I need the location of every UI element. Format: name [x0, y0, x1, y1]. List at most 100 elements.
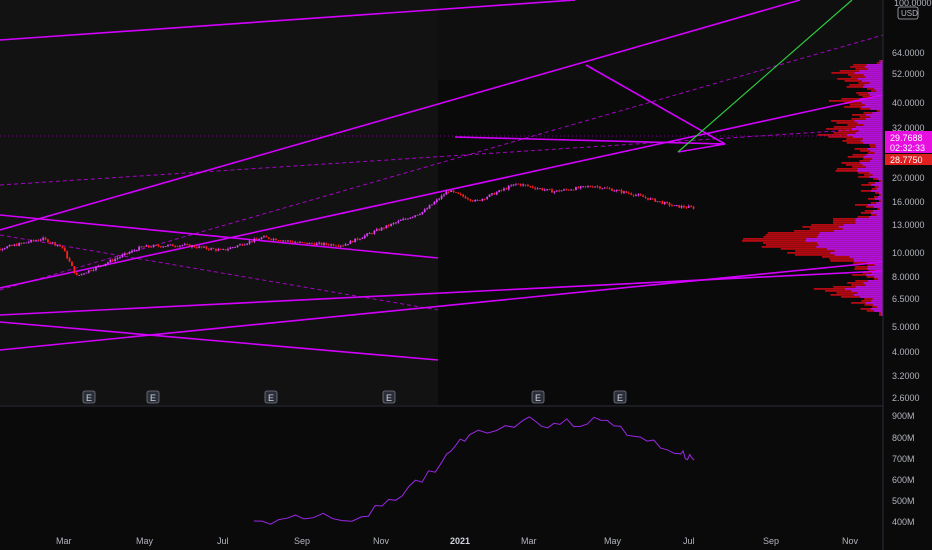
candle-body	[263, 236, 265, 238]
candle-body	[423, 209, 426, 212]
candle-body	[471, 200, 474, 202]
candle-body	[500, 190, 503, 191]
candle-body	[687, 206, 690, 208]
profile-bar-inner	[874, 152, 883, 154]
earnings-marker[interactable]	[531, 390, 545, 404]
candle-body	[231, 247, 234, 249]
candle-body	[666, 202, 669, 203]
profile-bar-inner	[826, 248, 883, 250]
candle-body	[563, 189, 565, 191]
profile-bar-inner	[865, 118, 883, 120]
candle-body	[83, 273, 85, 275]
candle-body	[546, 189, 549, 190]
candle-body	[119, 256, 121, 258]
earnings-marker-label: E	[86, 393, 92, 403]
earnings-marker[interactable]	[146, 390, 160, 404]
candle-body	[39, 239, 42, 241]
profile-bar-inner	[869, 176, 883, 178]
candle-body	[251, 241, 253, 243]
candle-body	[498, 190, 501, 193]
candle-body	[531, 186, 534, 188]
time-axis[interactable]: Mar May Jul Sep Nov 2021 Mar May Jul Sep…	[56, 536, 859, 546]
volume-tick: 900M	[892, 411, 915, 421]
profile-bar-inner	[855, 222, 883, 224]
candle-body	[114, 258, 117, 261]
candle-body	[565, 189, 568, 191]
countdown-label: 02:32:33	[890, 143, 925, 153]
candle-body	[483, 198, 486, 200]
profile-bar-inner	[870, 108, 883, 110]
candle-body	[438, 198, 441, 200]
projection-line	[677, 0, 853, 153]
profile-bar-inner	[860, 98, 883, 100]
candle-body	[162, 246, 165, 248]
channel-line	[0, 0, 576, 41]
earnings-marker[interactable]	[82, 390, 96, 404]
profile-bar-inner	[834, 254, 883, 256]
candle-body	[411, 216, 414, 218]
time-label: May	[136, 536, 154, 546]
profile-bar-inner	[876, 90, 883, 92]
profile-bar-inner	[860, 162, 883, 164]
profile-bar-inner	[874, 276, 883, 278]
profile-bar-inner	[866, 154, 883, 156]
profile-bar-inner	[867, 204, 883, 206]
candle-body	[171, 244, 174, 247]
candle-body	[332, 244, 335, 246]
channel-line	[454, 136, 726, 145]
earnings-marker-label: E	[386, 393, 392, 403]
candle-body	[32, 240, 35, 241]
earnings-markers[interactable]: E E E E E E	[82, 390, 627, 404]
candle-body	[147, 245, 150, 247]
candle-body	[587, 186, 589, 188]
profile-bar-inner	[879, 62, 883, 64]
price-tick: 32.0000	[892, 123, 925, 133]
volume-profile	[742, 60, 883, 316]
candle-body	[315, 243, 318, 246]
currency-badge[interactable]	[897, 6, 919, 20]
candle-body	[11, 245, 13, 246]
candle-body	[327, 244, 330, 246]
current-price-badge	[885, 131, 932, 153]
candle-body	[318, 242, 321, 244]
candle-body	[339, 245, 342, 247]
profile-bar-inner	[854, 72, 883, 74]
volume-axis[interactable]: 900M 800M 700M 600M 500M 400M	[892, 411, 915, 527]
candle-body	[6, 246, 9, 249]
candle-body	[486, 196, 489, 199]
candle-body	[433, 202, 436, 205]
volume-tick: 600M	[892, 475, 915, 485]
earnings-marker[interactable]	[264, 390, 278, 404]
median-line	[0, 34, 884, 291]
profile-bar-inner	[859, 296, 883, 298]
candle-body	[615, 190, 618, 191]
candle-body	[419, 214, 421, 215]
candle-body	[210, 248, 213, 250]
time-label: Sep	[763, 536, 779, 546]
price-axis[interactable]: 100.0000 USD 64.0000 52.0000 40.0000 32.…	[885, 0, 932, 403]
candle-body	[553, 191, 556, 193]
profile-bar-inner	[863, 142, 883, 144]
earnings-marker[interactable]	[613, 390, 627, 404]
profile-bar-inner	[876, 202, 883, 204]
candle-body	[42, 237, 45, 240]
current-price-label: 29.7688	[890, 133, 923, 143]
candle-body	[639, 194, 642, 196]
earnings-marker[interactable]	[382, 390, 396, 404]
profile-bar-inner	[874, 182, 883, 184]
price-tick: 8.0000	[892, 272, 920, 282]
profile-bar-inner	[863, 156, 883, 158]
candle-body	[275, 238, 277, 241]
candle-body	[217, 249, 220, 251]
profile-bar-inner	[869, 172, 883, 174]
candle-body	[78, 274, 81, 276]
price-tick: 40.0000	[892, 98, 925, 108]
currency-label: USD	[901, 9, 918, 18]
earnings-marker-label: E	[268, 393, 274, 403]
channel-line	[677, 143, 726, 153]
candle-body	[476, 200, 479, 201]
candle-body	[455, 191, 457, 193]
candle-body	[183, 244, 186, 246]
channel-line	[0, 214, 439, 259]
